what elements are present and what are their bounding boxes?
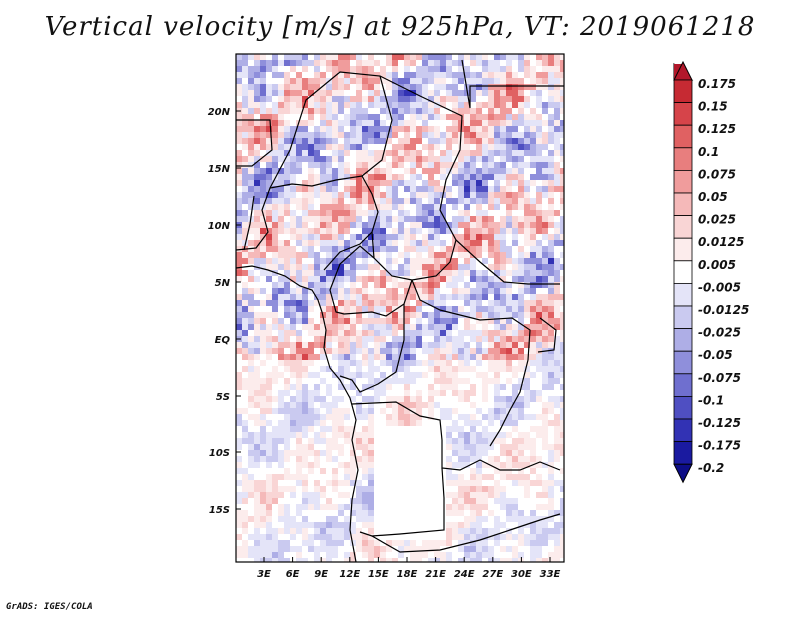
lon-tick-label: 3E xyxy=(257,569,271,580)
colorbar-label: -0.0125 xyxy=(698,303,749,317)
lat-tick-label: 10N xyxy=(208,221,231,232)
lon-tick-label: 30E xyxy=(511,569,532,580)
lon-tick-label: 33E xyxy=(540,569,561,580)
colorbar-swatch xyxy=(673,373,693,397)
colorbar-label: -0.025 xyxy=(698,326,741,340)
lon-tick-label: 21E xyxy=(425,569,446,580)
lon-tick-label: 12E xyxy=(339,569,360,580)
colorbar-swatch xyxy=(673,147,693,171)
colorbar-bottom-tip xyxy=(673,463,693,484)
colorbar-label: 0.125 xyxy=(698,122,736,136)
colorbar-label: 0.025 xyxy=(698,213,736,227)
colorbar-label: 0.175 xyxy=(698,77,736,91)
lat-tick-label: 20N xyxy=(208,107,231,118)
colorbar-swatch xyxy=(673,215,693,239)
colorbar-swatch xyxy=(673,102,693,126)
colorbar-label: -0.1 xyxy=(698,393,724,407)
colorbar-label: 0.05 xyxy=(698,190,728,204)
lat-tick-label: EQ xyxy=(215,335,231,346)
latitude-axis: 20N 15N 10N 5N EQ 5S 10S 15S xyxy=(208,107,241,516)
grads-credit: GrADS: IGES/COLA xyxy=(6,602,93,612)
colorbar: 0.175 0.15 0.125 0.1 0.075 0.05 0.025 0.0125 0.0… xyxy=(673,60,749,484)
colorbar-label: 0.15 xyxy=(698,100,728,114)
lon-tick-label: 27E xyxy=(482,569,503,580)
longitude-axis: 3E 6E 9E 12E 15E 18E 21E 24E 27E 30E 33E xyxy=(257,557,561,580)
lon-tick-label: 9E xyxy=(314,569,328,580)
colorbar-swatch xyxy=(673,328,693,352)
colorbar-label: -0.05 xyxy=(698,348,733,362)
colorbar-swatch xyxy=(673,192,693,217)
lat-tick-label: 15N xyxy=(208,164,231,175)
colorbar-swatch xyxy=(673,418,693,443)
map-frame xyxy=(235,53,565,563)
colorbar-label: 0.075 xyxy=(698,167,736,181)
lat-tick-label: 10S xyxy=(209,448,230,459)
colorbar-swatch xyxy=(673,124,693,149)
colorbar-swatch xyxy=(673,237,693,262)
lat-tick-label: 5S xyxy=(216,392,230,403)
colorbar-swatch xyxy=(673,169,693,194)
lon-tick-label: 24E xyxy=(454,569,475,580)
colorbar-swatch xyxy=(673,260,693,284)
colorbar-swatch xyxy=(673,441,693,465)
colorbar-label: 0.1 xyxy=(698,145,719,159)
colorbar-label: -0.125 xyxy=(698,416,741,430)
colorbar-swatch xyxy=(673,305,693,330)
lat-tick-label: 15S xyxy=(209,505,230,516)
colorbar-label: -0.175 xyxy=(698,439,741,453)
colorbar-label: -0.005 xyxy=(698,280,741,294)
colorbar-swatch xyxy=(673,395,693,420)
colorbar-swatch xyxy=(673,79,693,104)
colorbar-swatch xyxy=(673,282,693,307)
map-title: Vertical velocity [m/s] at 925hPa, VT: 2… xyxy=(44,12,756,42)
lon-tick-label: 18E xyxy=(397,569,418,580)
colorbar-label: 0.0125 xyxy=(698,235,744,249)
colorbar-label: -0.2 xyxy=(698,461,724,475)
vertical-velocity-field xyxy=(236,54,564,562)
country-borders xyxy=(236,59,564,562)
colorbar-swatch xyxy=(673,350,693,375)
lon-tick-label: 6E xyxy=(286,569,300,580)
lat-tick-label: 5N xyxy=(215,278,231,289)
colorbar-label: -0.075 xyxy=(698,371,741,385)
lon-tick-label: 15E xyxy=(368,569,389,580)
colorbar-label: 0.005 xyxy=(698,258,736,272)
